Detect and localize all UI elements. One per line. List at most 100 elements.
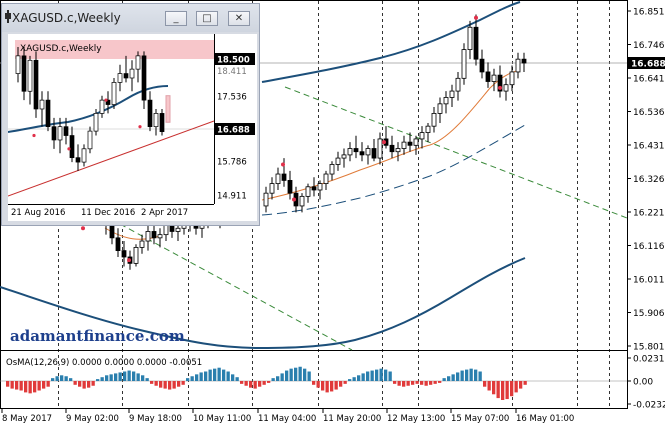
- inset-candlestick[interactable]: [153, 108, 159, 136]
- candlestick[interactable]: [353, 135, 359, 159]
- candlestick[interactable]: [269, 177, 275, 200]
- minimize-button[interactable]: _: [165, 11, 187, 26]
- candlestick[interactable]: [425, 122, 431, 143]
- inset-candlestick[interactable]: [69, 126, 75, 163]
- inset-candlestick[interactable]: [135, 51, 141, 83]
- inset-candle-body: [135, 55, 141, 70]
- candlestick[interactable]: [467, 20, 473, 60]
- inset-fractal-marker: [104, 98, 108, 102]
- candlestick[interactable]: [263, 186, 269, 213]
- inset-chart-window[interactable]: XAGUSD.c,Weekly _ □ ✕ XAGUSD.c,Weekly 18.…: [1, 3, 260, 226]
- candlestick[interactable]: [341, 148, 347, 168]
- candlestick[interactable]: [139, 234, 145, 254]
- inset-candlestick[interactable]: [123, 55, 129, 83]
- price-tick-label: 16.536: [633, 108, 665, 118]
- candlestick[interactable]: [491, 68, 497, 92]
- inset-chart-svg[interactable]: XAGUSD.c,Weekly 18.500 17.536 16.688 15.786 1…: [7, 34, 257, 221]
- candlestick[interactable]: [431, 107, 437, 133]
- osma-histogram-bar: [474, 369, 478, 381]
- candlestick[interactable]: [461, 43, 467, 85]
- inset-chart-area[interactable]: XAGUSD.c,Weekly 18.500 17.536 16.688 15.786 1…: [7, 34, 257, 221]
- inset-chart-title: XAGUSD.c,Weekly: [20, 44, 102, 54]
- candlestick[interactable]: [509, 65, 515, 92]
- candlestick[interactable]: [383, 126, 389, 149]
- candlestick[interactable]: [419, 126, 425, 149]
- candlestick[interactable]: [377, 132, 383, 165]
- candlestick[interactable]: [503, 78, 509, 101]
- inset-candlestick[interactable]: [33, 51, 39, 118]
- candlestick[interactable]: [365, 145, 371, 165]
- candlestick[interactable]: [413, 135, 419, 155]
- inset-candlestick[interactable]: [117, 64, 123, 92]
- inset-candlestick[interactable]: [129, 60, 135, 92]
- inset-candlestick[interactable]: [21, 47, 27, 101]
- inset-candlestick[interactable]: [93, 108, 99, 136]
- candlestick[interactable]: [407, 132, 413, 152]
- inset-candlestick[interactable]: [45, 91, 51, 132]
- candlestick[interactable]: [281, 158, 287, 187]
- candlestick[interactable]: [437, 97, 443, 123]
- candlestick[interactable]: [473, 14, 479, 66]
- candlestick[interactable]: [317, 180, 323, 200]
- restore-button[interactable]: □: [196, 11, 218, 26]
- candle-body: [449, 90, 455, 98]
- candlestick[interactable]: [443, 91, 449, 114]
- inset-candle-body: [159, 113, 165, 132]
- close-icon: ✕: [234, 13, 244, 24]
- candle-body: [269, 183, 275, 194]
- candlestick[interactable]: [121, 241, 127, 267]
- osma-histogram-bar: [226, 371, 230, 381]
- inset-candlestick[interactable]: [111, 77, 117, 109]
- candlestick[interactable]: [485, 62, 491, 88]
- inset-candlestick[interactable]: [27, 55, 33, 105]
- osma-histogram-bar: [375, 369, 379, 381]
- osma-histogram-bar: [145, 378, 149, 381]
- candlestick[interactable]: [287, 170, 293, 200]
- candlestick[interactable]: [515, 52, 521, 79]
- candlestick[interactable]: [359, 142, 365, 162]
- inset-candlestick[interactable]: [57, 117, 63, 154]
- candlestick[interactable]: [389, 135, 395, 159]
- candlestick[interactable]: [449, 84, 455, 108]
- candlestick[interactable]: [157, 228, 163, 248]
- candlestick[interactable]: [401, 135, 407, 155]
- candlestick[interactable]: [299, 193, 305, 213]
- inset-candlestick[interactable]: [39, 91, 45, 127]
- candlestick[interactable]: [115, 228, 121, 257]
- inset-candlestick[interactable]: [51, 117, 57, 149]
- candlestick[interactable]: [497, 65, 503, 98]
- candlestick[interactable]: [371, 138, 377, 162]
- inset-candlestick[interactable]: [75, 144, 81, 171]
- inset-titlebar[interactable]: XAGUSD.c,Weekly _ □ ✕: [2, 4, 259, 32]
- inset-candlestick[interactable]: [141, 51, 147, 109]
- candlestick[interactable]: [521, 52, 527, 72]
- close-button[interactable]: ✕: [228, 11, 250, 26]
- inset-candle-body: [99, 99, 105, 114]
- candlestick[interactable]: [305, 183, 311, 203]
- candlestick[interactable]: [323, 170, 329, 190]
- candlestick[interactable]: [455, 71, 461, 101]
- inset-candlestick[interactable]: [81, 144, 87, 167]
- inset-candlestick[interactable]: [15, 47, 21, 83]
- candle-body: [485, 71, 491, 82]
- candlestick[interactable]: [347, 142, 353, 162]
- inset-candlestick[interactable]: [87, 126, 93, 154]
- candlestick[interactable]: [311, 177, 317, 197]
- candle-body: [329, 164, 335, 175]
- candle-body: [347, 148, 353, 156]
- inset-candlestick[interactable]: [99, 95, 105, 118]
- inset-candlestick[interactable]: [105, 91, 111, 114]
- candlestick[interactable]: [329, 161, 335, 181]
- candlestick[interactable]: [479, 49, 485, 79]
- candle-body: [509, 71, 515, 86]
- inset-candlestick[interactable]: [147, 91, 153, 132]
- candlestick[interactable]: [145, 225, 151, 251]
- candlestick[interactable]: [335, 151, 341, 171]
- inset-candlestick[interactable]: [159, 108, 165, 136]
- inset-candlestick[interactable]: [63, 117, 69, 145]
- candlestick[interactable]: [395, 142, 401, 162]
- candlestick[interactable]: [133, 244, 139, 267]
- candlestick[interactable]: [275, 167, 281, 190]
